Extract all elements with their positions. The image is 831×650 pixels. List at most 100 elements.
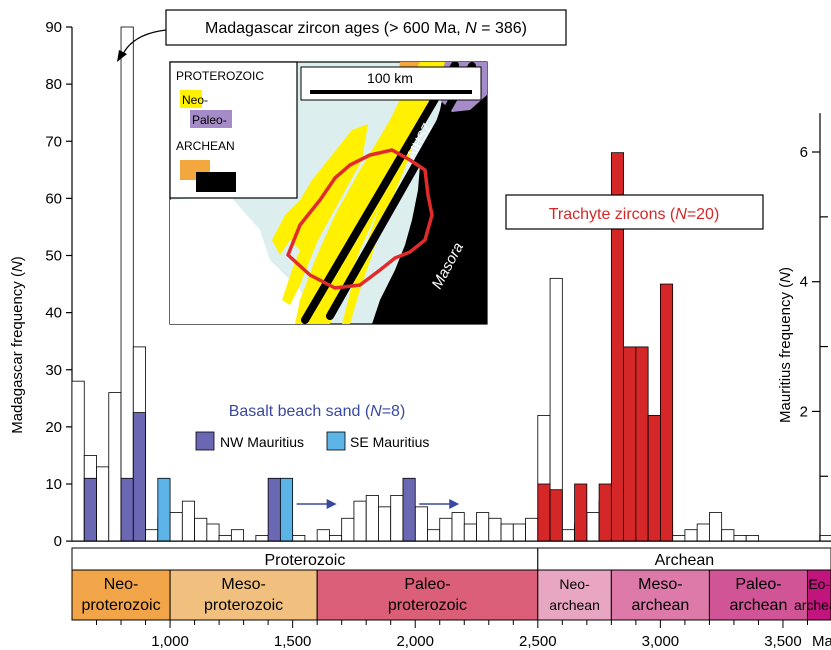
bar-madagascar-700: [96, 466, 110, 542]
madagascar-callout-label: Madagascar zircon ages (> 600 Ma, N = 38…: [205, 20, 527, 37]
legend-swatch-se: [326, 431, 346, 451]
left-tick-label-80: 80: [45, 76, 62, 93]
bar-madagascar-3300: [733, 535, 747, 542]
shift-arrow-head-1950: [449, 498, 460, 509]
map-white-strip: [170, 196, 320, 324]
map-neo-yellow-belt: [295, 62, 445, 324]
bar-madagascar-3050: [672, 535, 686, 542]
era-box-4: [610, 569, 710, 621]
era-box-0: [71, 569, 171, 621]
right-y-axis: 2 4 6: [800, 113, 828, 542]
shift-arrow-head-1450: [326, 498, 337, 509]
bar-madagascar-2600: [561, 529, 575, 542]
era-label2-5: archean: [730, 597, 788, 614]
map-legend-paleo: Paleo-: [192, 113, 227, 127]
bar-madagascar-1100: [194, 517, 208, 542]
x-tick-label-2000: 2,000: [396, 633, 434, 650]
map-scale-label: 100 km: [367, 70, 413, 86]
map-legend-swatch-paleo: [190, 110, 232, 128]
map-shear-line-2: [326, 62, 476, 320]
right-tick-label-6: 6: [800, 144, 808, 161]
left-tick-label-70: 70: [45, 133, 62, 150]
map-scale-box: [300, 66, 482, 101]
bar-trachyte-2750: [598, 483, 612, 542]
era-label1-6: Eo-: [808, 576, 830, 592]
right-axis-label: Mauritius frequency (N): [777, 267, 794, 423]
bar-madagascar-2350: [500, 523, 514, 542]
map-legend-archean: ARCHEAN: [176, 139, 235, 153]
era-label2-0: proterozoic: [81, 597, 160, 614]
bar-trachyte-2850: [623, 346, 637, 542]
left-tick-label-20: 20: [45, 419, 62, 436]
madagascar-callout-box: [165, 9, 567, 46]
bar-madagascar-2250: [476, 512, 490, 542]
bar-madagascar-3650: [819, 535, 831, 542]
left-tick-label-30: 30: [45, 362, 62, 379]
right-tick-label-4: 4: [800, 274, 808, 291]
x-unit-label: Ma: [812, 633, 831, 650]
bar-madagascar-900: [145, 529, 159, 542]
map-legend-neo: Neo-: [182, 93, 208, 107]
bar-madagascar-600: [71, 380, 85, 542]
mauritius-and-trachyte-bars: [72, 152, 831, 542]
map-legend-proterozoic: PROTEROZOIC: [176, 69, 264, 83]
bar-madagascar-1050: [181, 500, 195, 542]
bar-madagascar-1900: [390, 495, 404, 542]
bar-madagascar-1700: [341, 517, 355, 542]
bar-madagascar-2050: [427, 529, 441, 542]
x-tick-label-2500: 2,500: [519, 633, 557, 650]
bar-nw-850: [132, 412, 146, 542]
era-label1-5: Paleo-: [735, 576, 781, 593]
bar-madagascar-750: [108, 392, 122, 542]
bar-trachyte-2950: [647, 415, 661, 542]
left-tick-label-50: 50: [45, 248, 62, 265]
left-y-axis: 0 10 20 30 40 50 60 70 80 90: [45, 19, 73, 550]
bar-nw-1400: [267, 477, 281, 542]
era-label1-2: Paleo-: [404, 576, 450, 593]
left-axis-label: Madagascar frequency (N): [9, 256, 26, 434]
bar-madagascar-3150: [696, 523, 710, 542]
trachyte-label-box: [505, 194, 764, 230]
legend-label-se: SE Mauritius: [350, 434, 429, 450]
bar-trachyte-2500: [537, 483, 551, 542]
bar-madagascar-2100: [439, 517, 453, 542]
eon-label-proterozoic: Proterozoic: [264, 552, 345, 569]
bar-madagascar-1250: [230, 529, 245, 542]
x-axis: 1,000 1,500 2,000 2,500 3,000 3,500: [96, 620, 808, 650]
left-tick-label-90: 90: [45, 19, 62, 36]
era-box-5: [708, 569, 808, 621]
era-label2-3: archean: [549, 597, 600, 613]
bar-madagascar-1600: [316, 529, 330, 542]
bar-madagascar-1000: [169, 512, 183, 542]
bar-madagascar-1800: [365, 495, 379, 542]
era-box-2: [316, 569, 539, 621]
bar-madagascar-1650: [329, 535, 343, 542]
bar-madagascar-3100: [684, 529, 698, 542]
bar-madagascar-2000: [414, 506, 428, 542]
inset-map: PROTEROZOIC Neo- Paleo- ARCHEAN 100 km A…: [169, 61, 488, 325]
era-label2-6: archean: [794, 597, 831, 613]
geologic-timescale: Proterozoic Archean Neo-proterozoic Meso-pr…: [71, 547, 831, 621]
bar-trachyte-2650: [574, 483, 588, 542]
bar-madagascar-2300: [488, 517, 502, 542]
map-shear-line-1: [301, 62, 459, 324]
bar-nw-800: [120, 477, 134, 542]
era-label1-0: Neo-: [104, 576, 139, 593]
era-label2-2: proterozoic: [388, 597, 467, 614]
bar-se-950: [157, 477, 171, 542]
bar-madagascar-2450: [525, 517, 539, 542]
bar-trachyte-2900: [635, 346, 649, 542]
left-tick-label-10: 10: [45, 476, 62, 493]
era-box-6: [806, 569, 831, 621]
bar-se-1450: [279, 477, 294, 542]
left-tick-label-40: 40: [45, 305, 62, 322]
bar-madagascar-2150: [451, 512, 465, 542]
bar-madagascar-1150: [206, 523, 220, 542]
map-legend-swatch-black: [196, 172, 236, 192]
era-label1-3: Neo-: [559, 576, 590, 592]
era-label2-4: archean: [631, 597, 689, 614]
basalt-legend-title: Basalt beach sand (N=8): [229, 403, 406, 420]
era-label2-1: proterozoic: [204, 597, 283, 614]
legend-swatch-nw: [195, 431, 215, 451]
